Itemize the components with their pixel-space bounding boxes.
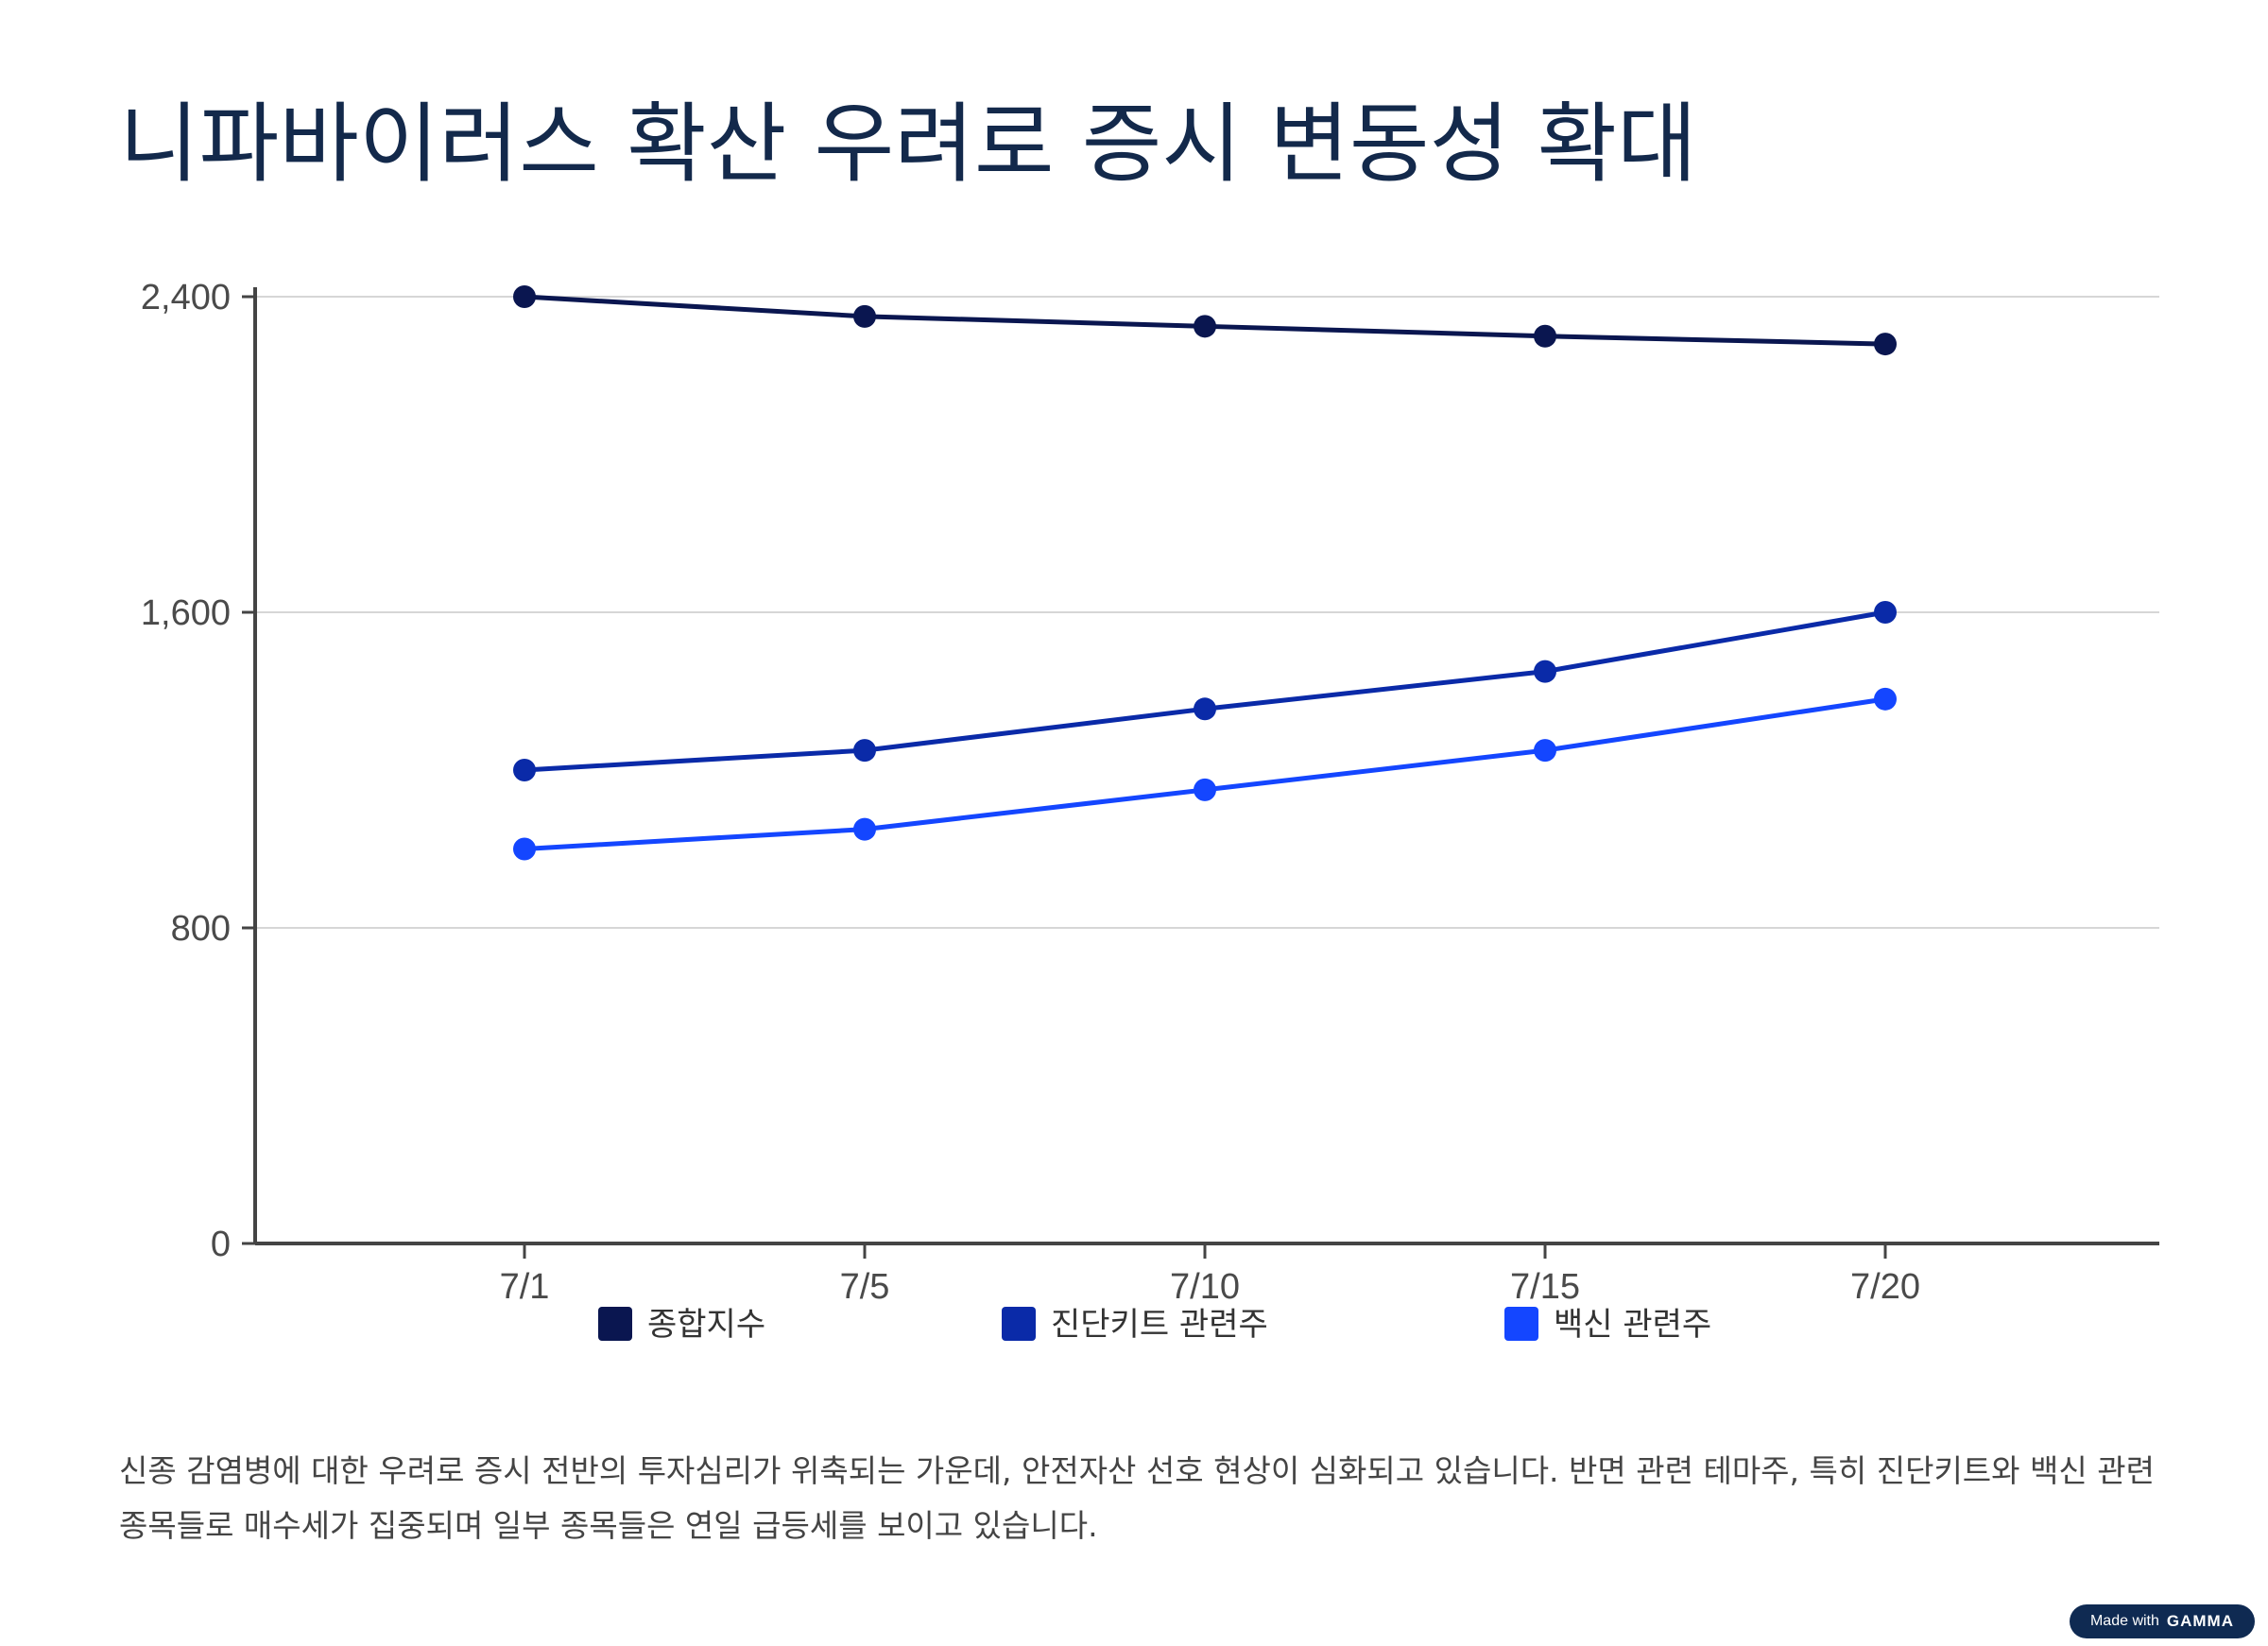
legend-label: 백신 관련주 bbox=[1554, 1306, 1711, 1344]
data-point bbox=[853, 304, 876, 328]
data-point bbox=[853, 739, 876, 763]
data-point bbox=[1534, 324, 1556, 348]
page-title: 니파바이러스 확산 우려로 증시 변동성 확대 bbox=[119, 94, 1697, 195]
x-tick-label: 7/20 bbox=[1850, 1267, 1920, 1307]
data-point bbox=[1534, 739, 1556, 763]
grid-lines bbox=[255, 296, 2159, 929]
series-line-3 bbox=[524, 696, 1886, 851]
x-axis-ticks: 7/1 7/5 7/10 7/15 7/20 bbox=[500, 1243, 1920, 1307]
x-tick-label: 7/15 bbox=[1510, 1267, 1580, 1307]
y-tick-label: 1,600 bbox=[141, 593, 231, 633]
data-point bbox=[1534, 660, 1556, 683]
data-point bbox=[1874, 687, 1897, 711]
legend-swatch bbox=[1504, 1307, 1538, 1341]
y-tick-label: 2,400 bbox=[141, 278, 231, 317]
legend-swatch bbox=[598, 1307, 632, 1341]
data-point bbox=[1194, 697, 1216, 721]
x-tick-label: 7/10 bbox=[1170, 1267, 1240, 1307]
data-point bbox=[1874, 333, 1897, 356]
data-point bbox=[513, 837, 536, 861]
description-text: 신종 감염병에 대한 우려로 증시 전반의 투자심리가 위축되는 가운데, 안전… bbox=[119, 1452, 2155, 1544]
series-line-2 bbox=[524, 609, 1886, 773]
x-tick-label: 7/1 bbox=[500, 1267, 550, 1307]
chart-axes bbox=[253, 287, 2159, 1245]
data-point bbox=[513, 285, 536, 308]
x-tick-label: 7/5 bbox=[840, 1267, 890, 1307]
series-lines bbox=[513, 285, 1897, 861]
data-point bbox=[1874, 601, 1897, 624]
gamma-logo: GAMMA bbox=[2166, 1612, 2234, 1630]
data-point bbox=[1194, 778, 1216, 801]
legend-swatch bbox=[1002, 1307, 1036, 1341]
made-with-gamma-badge[interactable]: Made with GAMMA bbox=[2069, 1604, 2255, 1638]
y-tick-label: 800 bbox=[171, 909, 231, 949]
y-tick-label: 0 bbox=[211, 1225, 231, 1264]
chart-legend: 종합지수 진단키트 관련주 백신 관련주 bbox=[598, 1306, 1711, 1344]
line-chart: 0 800 1,600 2,400 7/1 7/5 7/10 7/15 7/20 종합지수 진단… bbox=[141, 278, 2159, 1344]
y-axis-ticks: 0 800 1,600 2,400 bbox=[141, 278, 255, 1264]
made-with-label: Made with bbox=[2089, 1613, 2159, 1629]
data-point bbox=[853, 817, 876, 841]
data-point bbox=[1194, 315, 1216, 338]
legend-label: 진단키트 관련주 bbox=[1051, 1306, 1268, 1344]
legend-label: 종합지수 bbox=[647, 1306, 765, 1344]
data-point bbox=[513, 759, 536, 781]
